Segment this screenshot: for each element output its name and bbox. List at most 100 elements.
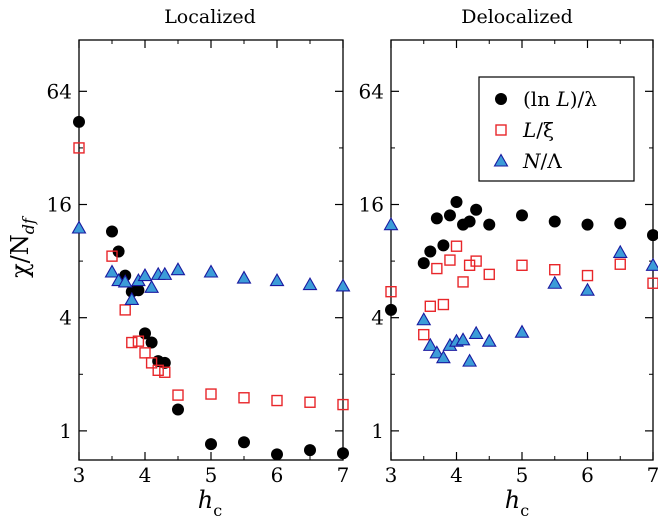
data-point-triangle: [580, 282, 595, 296]
data-point-circle: [337, 447, 349, 460]
data-point-circle: [73, 115, 85, 128]
data-point-circle: [112, 245, 125, 258]
data-point-square: [106, 250, 118, 262]
data-point-square: [444, 254, 456, 266]
data-point-square: [457, 276, 469, 288]
y-tick-label: 64: [359, 79, 384, 103]
data-point-square: [271, 394, 283, 407]
y-tick-label: 4: [371, 306, 384, 330]
data-point-triangle: [468, 325, 484, 339]
x-tick-label: 6: [581, 463, 594, 487]
data-point-square: [463, 259, 476, 271]
data-point-triangle: [157, 266, 173, 280]
data-point-square: [450, 240, 463, 252]
y-tick-label: 1: [371, 419, 384, 443]
data-point-square: [172, 389, 184, 401]
data-point-circle: [430, 212, 443, 225]
data-point-circle: [106, 225, 118, 238]
data-point-circle: [271, 448, 283, 461]
data-point-triangle: [269, 272, 285, 287]
data-point-triangle: [203, 264, 219, 278]
data-point-triangle: [124, 291, 140, 306]
data-point-triangle: [416, 312, 432, 326]
data-point-triangle: [612, 244, 628, 258]
series-triangle: [71, 220, 351, 306]
data-point-circle: [132, 284, 145, 297]
data-point-triangle: [462, 353, 478, 367]
data-point-triangle: [144, 279, 160, 293]
data-point-triangle: [383, 217, 399, 231]
x-axis-label-right: hc: [505, 486, 529, 520]
data-point-circle: [424, 245, 437, 258]
data-point-triangle: [170, 262, 186, 276]
data-point-circle: [172, 403, 184, 416]
y-tick-label: 64: [47, 79, 72, 103]
data-point-circle: [483, 218, 496, 231]
data-point-circle: [437, 239, 450, 252]
data-point-triangle: [137, 267, 153, 282]
legend-marker-square: [495, 124, 507, 136]
data-point-square: [337, 398, 349, 411]
data-point-circle: [450, 195, 463, 208]
data-point-square: [424, 300, 436, 312]
x-tick-label: 5: [516, 463, 529, 487]
data-point-circle: [614, 217, 627, 230]
data-point-square: [437, 298, 450, 311]
data-point-triangle: [236, 270, 252, 284]
x-tick-label: 6: [271, 463, 284, 487]
panel-title-localized: Localized: [164, 6, 256, 28]
x-tick-label: 7: [337, 463, 350, 487]
data-point-circle: [470, 203, 483, 216]
data-point-triangle: [335, 278, 351, 292]
data-point-circle: [548, 215, 561, 228]
data-point-square: [549, 264, 561, 276]
panel-localized: 3 4 5 6 7 1 4 16 64: [47, 39, 351, 487]
data-point-triangle: [514, 324, 530, 338]
y-tick-label: 16: [359, 193, 384, 217]
x-tick-label: 3: [73, 463, 86, 487]
data-point-square: [431, 262, 443, 275]
series-triangle: [383, 217, 658, 367]
data-point-circle: [417, 257, 430, 270]
data-point-triangle: [302, 276, 318, 291]
panel-delocalized: 3 4 5 6 7 1 4 16 64: [359, 39, 658, 487]
data-point-square: [126, 336, 138, 349]
data-point-square: [483, 268, 495, 281]
data-point-square: [614, 258, 626, 270]
data-point-triangle: [645, 257, 658, 271]
data-point-circle: [516, 209, 528, 222]
legend: (ln L)/λ L/ξ N/Λ: [478, 76, 635, 182]
data-point-square: [581, 269, 594, 282]
series-square: [73, 142, 349, 411]
data-point-circle: [238, 436, 250, 449]
y-tick-label: 4: [59, 306, 72, 330]
data-point-circle: [581, 218, 594, 231]
series-square: [385, 240, 658, 341]
data-point-square: [139, 347, 151, 359]
data-point-square: [205, 388, 217, 400]
legend-label-triangle: N/Λ: [522, 149, 562, 173]
data-point-square: [73, 142, 85, 154]
data-point-circle: [463, 215, 476, 228]
x-tick-label: 4: [139, 463, 152, 487]
x-tick-label: 4: [450, 463, 463, 487]
data-point-circle: [145, 336, 158, 349]
x-axis-label-left: hc: [198, 486, 222, 520]
series-circle: [385, 195, 658, 316]
legend-label-square: L/ξ: [522, 118, 554, 142]
x-tick-label: 5: [205, 463, 218, 487]
legend-label-circle: (ln L)/λ: [523, 87, 597, 111]
data-point-square: [152, 364, 164, 377]
data-point-circle: [443, 209, 456, 222]
data-point-square: [516, 259, 528, 271]
y-axis-label: χ/Ndf: [6, 215, 38, 278]
y-tick-label: 1: [59, 419, 72, 443]
data-point-circle: [205, 438, 217, 451]
data-point-circle: [304, 444, 316, 457]
data-point-triangle: [547, 275, 563, 289]
panel-title-delocalized: Delocalized: [461, 6, 573, 28]
data-point-square: [385, 285, 397, 298]
data-point-triangle: [481, 333, 497, 347]
data-point-triangle: [71, 220, 87, 234]
